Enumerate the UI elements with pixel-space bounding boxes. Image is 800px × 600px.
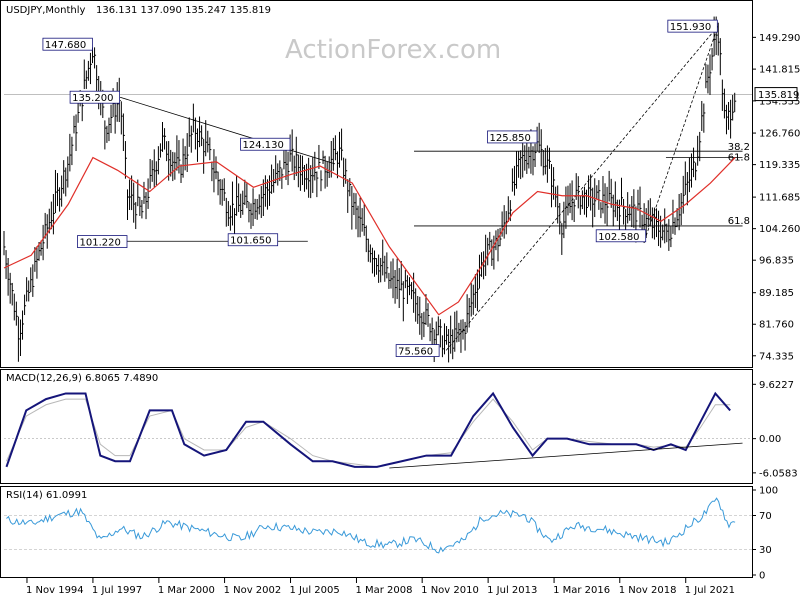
- x-tick-label: 1 Nov 2002: [224, 585, 282, 596]
- price-ytick-label: 111.685: [759, 193, 800, 204]
- moving-average-line: [3, 156, 736, 316]
- fib-label: 61.8: [728, 216, 750, 227]
- current-price-box: [754, 87, 798, 102]
- price-level-box: [595, 229, 647, 243]
- fib-label: 61.8: [728, 153, 750, 164]
- rsi-ytick-label: 70: [759, 511, 772, 522]
- macd-ytick-label: 9.6227: [759, 380, 794, 391]
- price-level-label: 75.560: [398, 347, 433, 358]
- price-level-box: [240, 137, 291, 151]
- price-level-label: 102.580: [598, 232, 639, 243]
- x-tick-label: 1 Nov 1994: [26, 585, 84, 596]
- price-ytick-label: 119.335: [759, 160, 800, 171]
- price-panel-frame: [0, 0, 753, 368]
- price-level-box: [77, 235, 128, 248]
- price-level-box: [487, 130, 538, 144]
- descending-trendline: [119, 96, 336, 165]
- x-tick-label: 1 Mar 2000: [158, 585, 215, 596]
- chart-header-ohlc: 136.131 137.090 135.247 135.819: [96, 5, 271, 16]
- x-tick-label: 1 Nov 2018: [619, 585, 677, 596]
- price-level-box: [667, 19, 718, 33]
- price-level-label: 151.930: [670, 22, 711, 33]
- macd-ytick-label: 0.00: [759, 434, 781, 445]
- chart-header-symbol: USDJPY,Monthly: [6, 5, 86, 16]
- price-ytick-label: 81.760: [759, 320, 794, 331]
- price-level-label: 101.220: [80, 238, 121, 249]
- macd-line: [5, 391, 731, 468]
- price-level-label: 125.850: [490, 133, 531, 144]
- price-ytick-label: 104.260: [759, 224, 800, 235]
- x-tick-label: 1 Mar 2008: [355, 585, 412, 596]
- price-plot: 38.261.861.8147.680135.200124.130101.220…: [3, 16, 752, 363]
- price-level-label: 147.680: [45, 40, 86, 51]
- x-tick-label: 1 Jul 2005: [290, 585, 340, 596]
- price-level-box: [395, 344, 440, 357]
- price-level-box: [227, 233, 279, 247]
- price-ytick-label: 74.335: [759, 351, 794, 362]
- price-ytick-label: 141.815: [759, 65, 800, 76]
- price-level-label: 135.200: [72, 93, 113, 104]
- macd-ytick-label: -6.0583: [759, 468, 798, 479]
- x-tick-label: 1 Jul 1997: [92, 585, 142, 596]
- price-level-box: [69, 90, 120, 104]
- rsi-ytick-label: 100: [759, 486, 778, 497]
- watermark: ActionForex.com: [285, 35, 501, 65]
- current-price-label: 135.819: [758, 90, 799, 101]
- dashed-projection-line: [445, 26, 719, 351]
- price-ytick-label: 149.290: [759, 33, 800, 44]
- x-tick-label: 1 Nov 2010: [421, 585, 479, 596]
- price-ytick-label: 134.335: [759, 96, 800, 107]
- macd-trendline: [389, 442, 743, 469]
- macd-panel-frame: [0, 369, 753, 484]
- rsi-panel-frame: [0, 486, 753, 578]
- rsi-line: [6, 497, 736, 554]
- macd-plot: [4, 391, 752, 469]
- price-ytick-label: 89.185: [759, 288, 794, 299]
- rsi-ytick-label: 0: [759, 571, 765, 582]
- macd-label: MACD(12,26,9) 6.8065 7.4890: [6, 373, 158, 384]
- rsi-ytick-label: 30: [759, 545, 772, 556]
- price-level-label: 124.130: [243, 140, 284, 151]
- x-tick-label: 1 Jul 2021: [685, 585, 735, 596]
- x-tick-label: 1 Mar 2016: [553, 585, 610, 596]
- dashed-projection-line: [645, 26, 719, 236]
- rsi-label: RSI(14) 61.0991: [6, 490, 87, 501]
- fib-label: 38.2: [728, 142, 750, 153]
- price-level-label: 101.650: [230, 236, 271, 247]
- price-ytick-label: 96.835: [759, 256, 794, 267]
- axes: 149.290 141.815 134.335 126.760 119.335 111.6…: [26, 33, 800, 596]
- price-level-box: [42, 37, 93, 51]
- rsi-plot: [4, 497, 752, 554]
- price-ytick-label: 126.760: [759, 129, 800, 140]
- x-tick-label: 1 Jul 2013: [487, 585, 537, 596]
